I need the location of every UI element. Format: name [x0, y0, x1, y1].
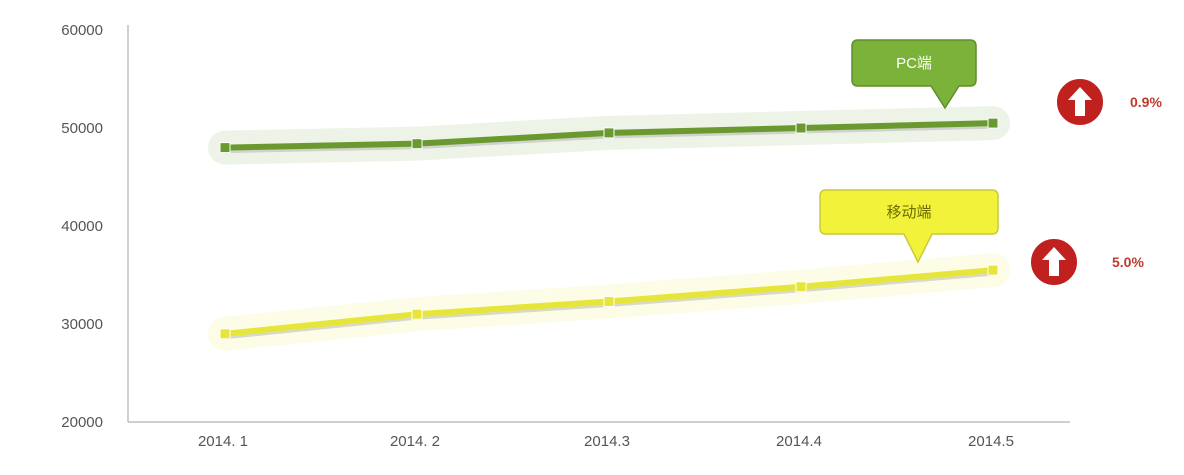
callout-pc: PC端 — [851, 39, 977, 110]
x-tick-label: 2014. 1 — [198, 433, 248, 450]
change-percent-label: 0.9% — [1130, 94, 1162, 110]
callout-label: PC端 — [896, 55, 932, 72]
change-badge-mobile: 5.0% — [1029, 237, 1144, 287]
arrow-up-glyph — [1068, 87, 1092, 116]
change-badge-pc: 0.9% — [1055, 77, 1162, 127]
data-point — [603, 295, 615, 307]
y-axis-ticks: 20000 30000 40000 50000 60000 — [61, 22, 103, 431]
x-axis-ticks: 2014. 1 2014. 2 2014.3 2014.4 2014.5 — [198, 433, 1014, 450]
callout-bubble — [851, 39, 977, 110]
y-tick-label: 40000 — [61, 218, 103, 235]
data-point — [795, 122, 807, 134]
data-point — [219, 142, 231, 154]
data-point — [219, 328, 231, 340]
data-point — [795, 281, 807, 293]
callout-label: 移动端 — [886, 204, 931, 221]
axes — [127, 25, 1070, 423]
arrow-up-glyph — [1042, 247, 1066, 276]
change-percent-label: 5.0% — [1112, 254, 1144, 270]
callout-mobile: 移动端 — [819, 189, 999, 264]
series-lines — [208, 106, 1010, 351]
data-point — [411, 138, 423, 150]
x-tick-label: 2014.3 — [584, 433, 630, 450]
data-point — [603, 127, 615, 139]
y-tick-label: 30000 — [61, 316, 103, 333]
y-tick-label: 50000 — [61, 120, 103, 137]
y-tick-label: 60000 — [61, 22, 103, 39]
x-tick-label: 2014.5 — [968, 433, 1014, 450]
y-tick-label: 20000 — [61, 414, 103, 431]
x-tick-label: 2014.4 — [776, 433, 822, 450]
data-point — [987, 264, 999, 276]
data-point — [987, 117, 999, 129]
change-badges: 0.9% 5.0% — [1029, 77, 1162, 287]
data-point — [411, 308, 423, 320]
x-tick-label: 2014. 2 — [390, 433, 440, 450]
callout-bubble — [819, 189, 999, 264]
